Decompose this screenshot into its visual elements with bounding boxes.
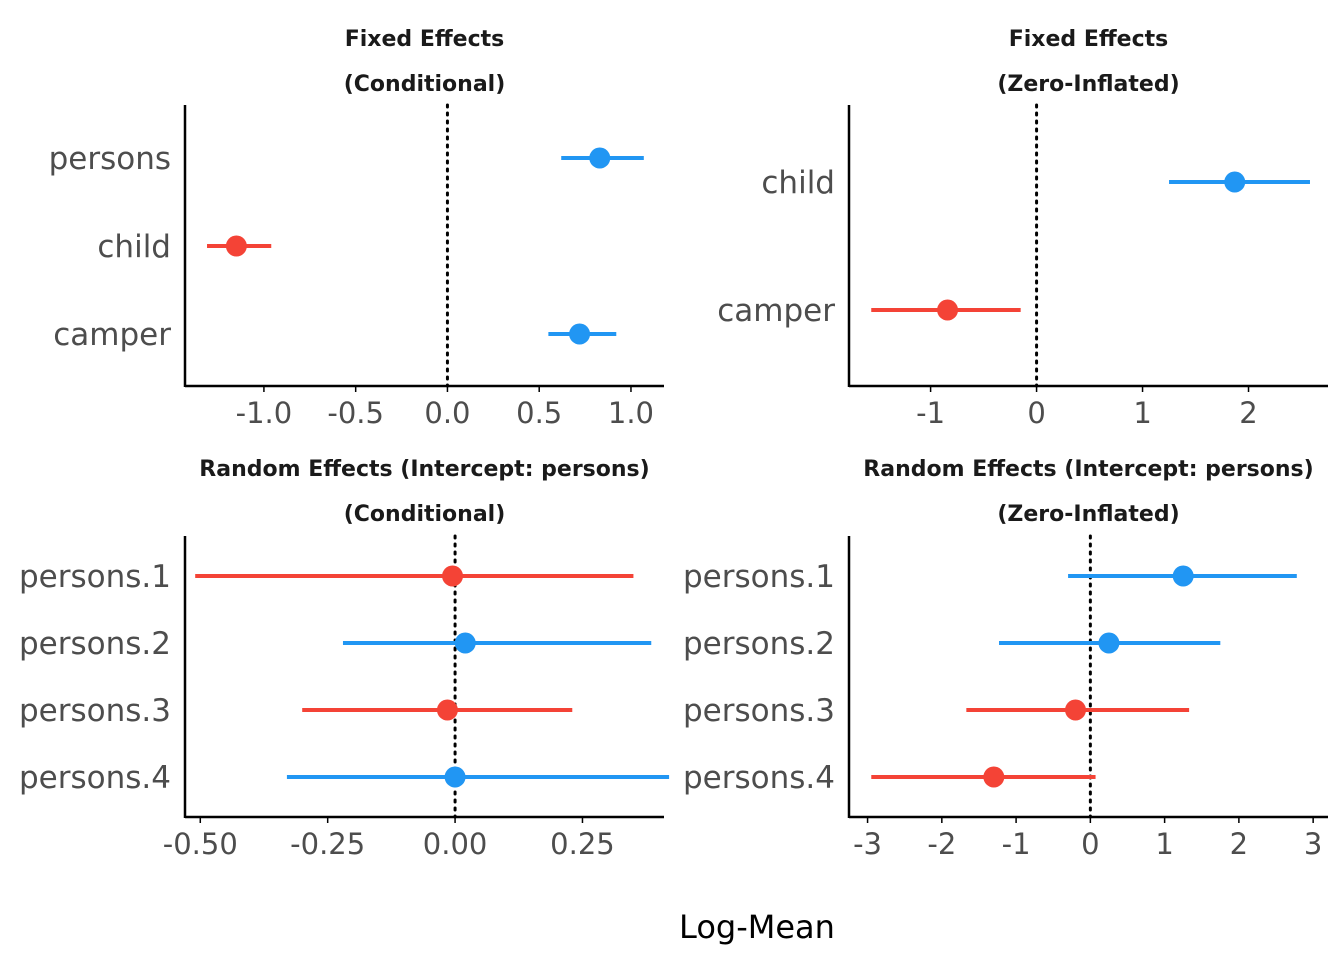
x-tick-label: 1.0	[608, 396, 654, 430]
term-label: persons.2	[19, 626, 171, 662]
panels: Fixed Effects (Conditional) -1.0 -0.5 0.0 0.5…	[19, 27, 1328, 861]
term-label: persons.3	[19, 693, 171, 729]
panel-title: Fixed Effects	[1009, 27, 1169, 52]
term-label: persons.2	[683, 626, 835, 662]
panel-4: Random Effects (Intercept: persons) (Zero…	[683, 457, 1328, 861]
panel-title: Random Effects (Intercept: persons)	[863, 457, 1313, 482]
x-tick-label: 0.25	[550, 827, 615, 861]
estimate-point	[225, 235, 247, 257]
x-tick-label: -1.0	[236, 396, 293, 430]
term-label: persons.4	[19, 760, 171, 796]
panel-2: Fixed Effects (Zero-Inflated) -1 0 1 2 child ca…	[717, 27, 1328, 430]
term-label: camper	[717, 293, 835, 329]
estimate-point	[442, 565, 464, 587]
term-label: persons	[49, 141, 171, 177]
x-tick-label: 0	[1081, 827, 1099, 861]
x-axis-label: Log-Mean	[679, 908, 835, 946]
estimate-point	[1098, 632, 1120, 654]
x-tick-label: -1	[916, 396, 945, 430]
estimate-point	[1172, 565, 1194, 587]
estimate-point	[1224, 171, 1246, 193]
term-label: child	[761, 165, 835, 201]
x-tick-label: 0.5	[516, 396, 562, 430]
x-tick-label: -0.25	[290, 827, 365, 861]
x-tick-label: -2	[927, 827, 956, 861]
estimate-point	[1065, 699, 1087, 721]
term-label: persons.1	[683, 559, 835, 595]
estimate-point	[983, 766, 1005, 788]
panel-subtitle: (Conditional)	[344, 72, 506, 97]
term-label: persons.4	[683, 760, 835, 796]
estimate-point	[589, 147, 611, 169]
estimate-point	[937, 299, 959, 321]
panel-title: Fixed Effects	[345, 27, 505, 52]
estimate-point	[569, 323, 591, 345]
estimate-point	[436, 699, 458, 721]
estimate-point	[444, 766, 466, 788]
panel-subtitle: (Zero-Inflated)	[997, 502, 1179, 527]
panel-1: Fixed Effects (Conditional) -1.0 -0.5 0.0 0.5…	[49, 27, 664, 430]
x-tick-label: 2	[1239, 396, 1257, 430]
x-tick-label: 0.00	[423, 827, 488, 861]
panel-subtitle: (Zero-Inflated)	[997, 72, 1179, 97]
x-tick-label: 3	[1304, 827, 1322, 861]
x-tick-label: 0.0	[424, 396, 470, 430]
term-label: camper	[53, 317, 171, 353]
estimate-point	[454, 632, 476, 654]
x-tick-label: -0.5	[327, 396, 384, 430]
x-tick-label: 1	[1155, 827, 1173, 861]
x-tick-label: -0.50	[163, 827, 238, 861]
x-tick-label: -3	[853, 827, 882, 861]
x-tick-label: 1	[1133, 396, 1151, 430]
x-tick-label: -1	[1002, 827, 1031, 861]
panel-title: Random Effects (Intercept: persons)	[199, 457, 649, 482]
panel-3: Random Effects (Intercept: persons) (Cond…	[19, 457, 670, 861]
x-tick-label: 2	[1230, 827, 1248, 861]
panel-subtitle: (Conditional)	[344, 502, 506, 527]
term-label: child	[97, 229, 171, 265]
term-label: persons.1	[19, 559, 171, 595]
x-tick-label: 0	[1027, 396, 1045, 430]
term-label: persons.3	[683, 693, 835, 729]
